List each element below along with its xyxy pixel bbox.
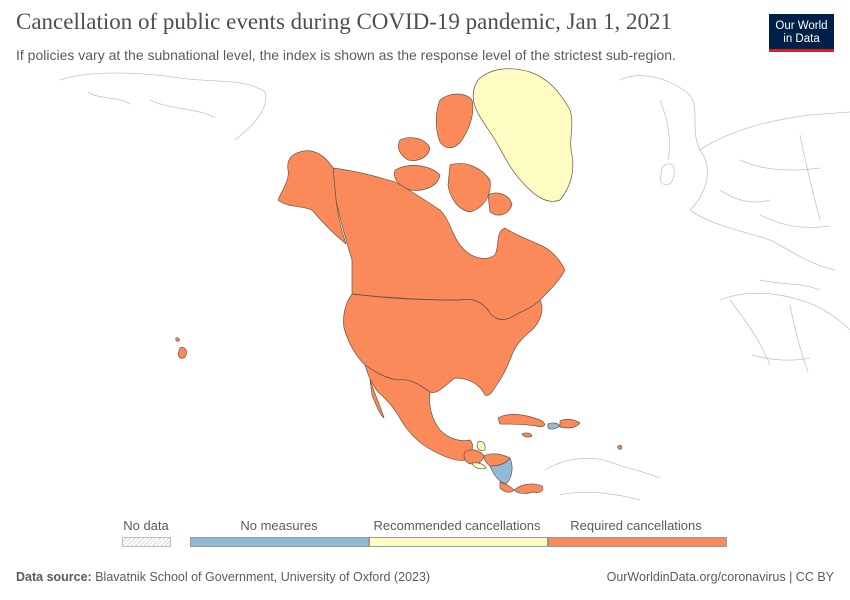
greenland[interactable] xyxy=(472,68,574,202)
legend-label-recommended: Recommended cancellations xyxy=(373,518,541,533)
trinidad[interactable] xyxy=(617,444,623,450)
legend-swatch-recommended[interactable] xyxy=(369,537,548,547)
legend-label-required: Required cancellations xyxy=(570,518,702,533)
jamaica[interactable] xyxy=(521,432,533,438)
other-land-outlines xyxy=(59,72,850,501)
guatemala[interactable] xyxy=(463,449,485,465)
legend-label-no-measures: No measures xyxy=(240,518,318,533)
owid-logo[interactable]: Our World in Data xyxy=(769,14,834,52)
alaska[interactable] xyxy=(277,150,347,245)
haiti[interactable] xyxy=(547,422,561,430)
russia-outline xyxy=(59,72,267,141)
chart-subtitle: If policies vary at the subnational leve… xyxy=(16,47,676,63)
dominican-republic[interactable] xyxy=(559,418,581,429)
belize[interactable] xyxy=(476,441,486,452)
choropleth-map xyxy=(59,68,850,501)
footer-link[interactable]: OurWorldinData.org/coronavirus | CC BY xyxy=(606,570,834,584)
nicaragua[interactable] xyxy=(489,457,513,485)
us-canada-border xyxy=(351,293,489,311)
legend-swatch-required[interactable] xyxy=(548,537,727,547)
legend-label-no-data: No data xyxy=(123,518,169,533)
el-salvador[interactable] xyxy=(471,462,487,470)
legend-swatch-no-measures[interactable] xyxy=(190,537,369,547)
uk-outline xyxy=(659,163,675,186)
cuba[interactable] xyxy=(497,414,545,427)
data-source-text: Blavatnik School of Government, Universi… xyxy=(95,570,431,584)
panama[interactable] xyxy=(513,483,544,494)
legend-swatch-no-data[interactable] xyxy=(122,537,171,547)
logo-accent-bar xyxy=(769,49,834,52)
hawaii[interactable] xyxy=(175,337,187,359)
logo-line-2: in Data xyxy=(783,33,820,45)
scandinavia-outline xyxy=(619,75,708,211)
data-source-label: Data source: xyxy=(16,570,92,584)
costa-rica[interactable] xyxy=(499,481,515,493)
canada-arctic-islands[interactable] xyxy=(394,93,513,216)
chart-title: Cancellation of public events during COV… xyxy=(16,9,672,34)
europe-outline xyxy=(689,111,850,271)
south-america-outline xyxy=(544,457,661,501)
data-source: Data source: Blavatnik School of Governm… xyxy=(16,570,430,584)
africa-outline xyxy=(719,279,850,373)
logo-line-1: Our World xyxy=(775,20,828,32)
